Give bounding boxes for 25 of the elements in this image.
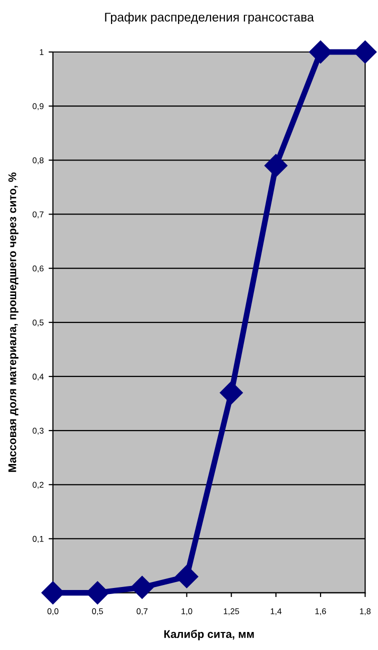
y-tick-label: 0,6 [32, 266, 44, 272]
y-axis-title: Массовая доля материала, прошедшего через сито, % [8, 172, 18, 472]
x-tick-label: 1,0 [182, 608, 192, 616]
y-tick-label: 0,5 [32, 320, 44, 326]
y-tick-label: 1 [40, 49, 44, 56]
point [175, 565, 198, 588]
x-tick-label: 0,5 [92, 608, 103, 616]
x-tick-label: 1,6 [315, 608, 326, 616]
x-tick-label: 0,7 [136, 608, 148, 616]
y-tick-label: 0,3 [32, 428, 44, 435]
point [264, 154, 288, 178]
y-tick-label: 0,1 [32, 536, 44, 543]
x-tick-label: 1,4 [270, 608, 282, 616]
chart-title: График распределения грансостава [105, 12, 314, 24]
y-tick-label: 0,4 [32, 374, 44, 381]
y-tick-label: 0,7 [32, 211, 44, 218]
y-tick-label: 0,9 [32, 103, 44, 110]
point [220, 381, 243, 404]
x-tick-label: 1,8 [360, 608, 371, 616]
x-tick-label: 0,0 [47, 608, 58, 616]
y-tick-label: 0,2 [32, 482, 44, 489]
point [130, 576, 154, 599]
y-tick-label: 0,8 [32, 157, 44, 164]
x-tick-label: 1,25 [224, 608, 240, 616]
x-axis-title: Калибр сита, мм [164, 630, 254, 640]
